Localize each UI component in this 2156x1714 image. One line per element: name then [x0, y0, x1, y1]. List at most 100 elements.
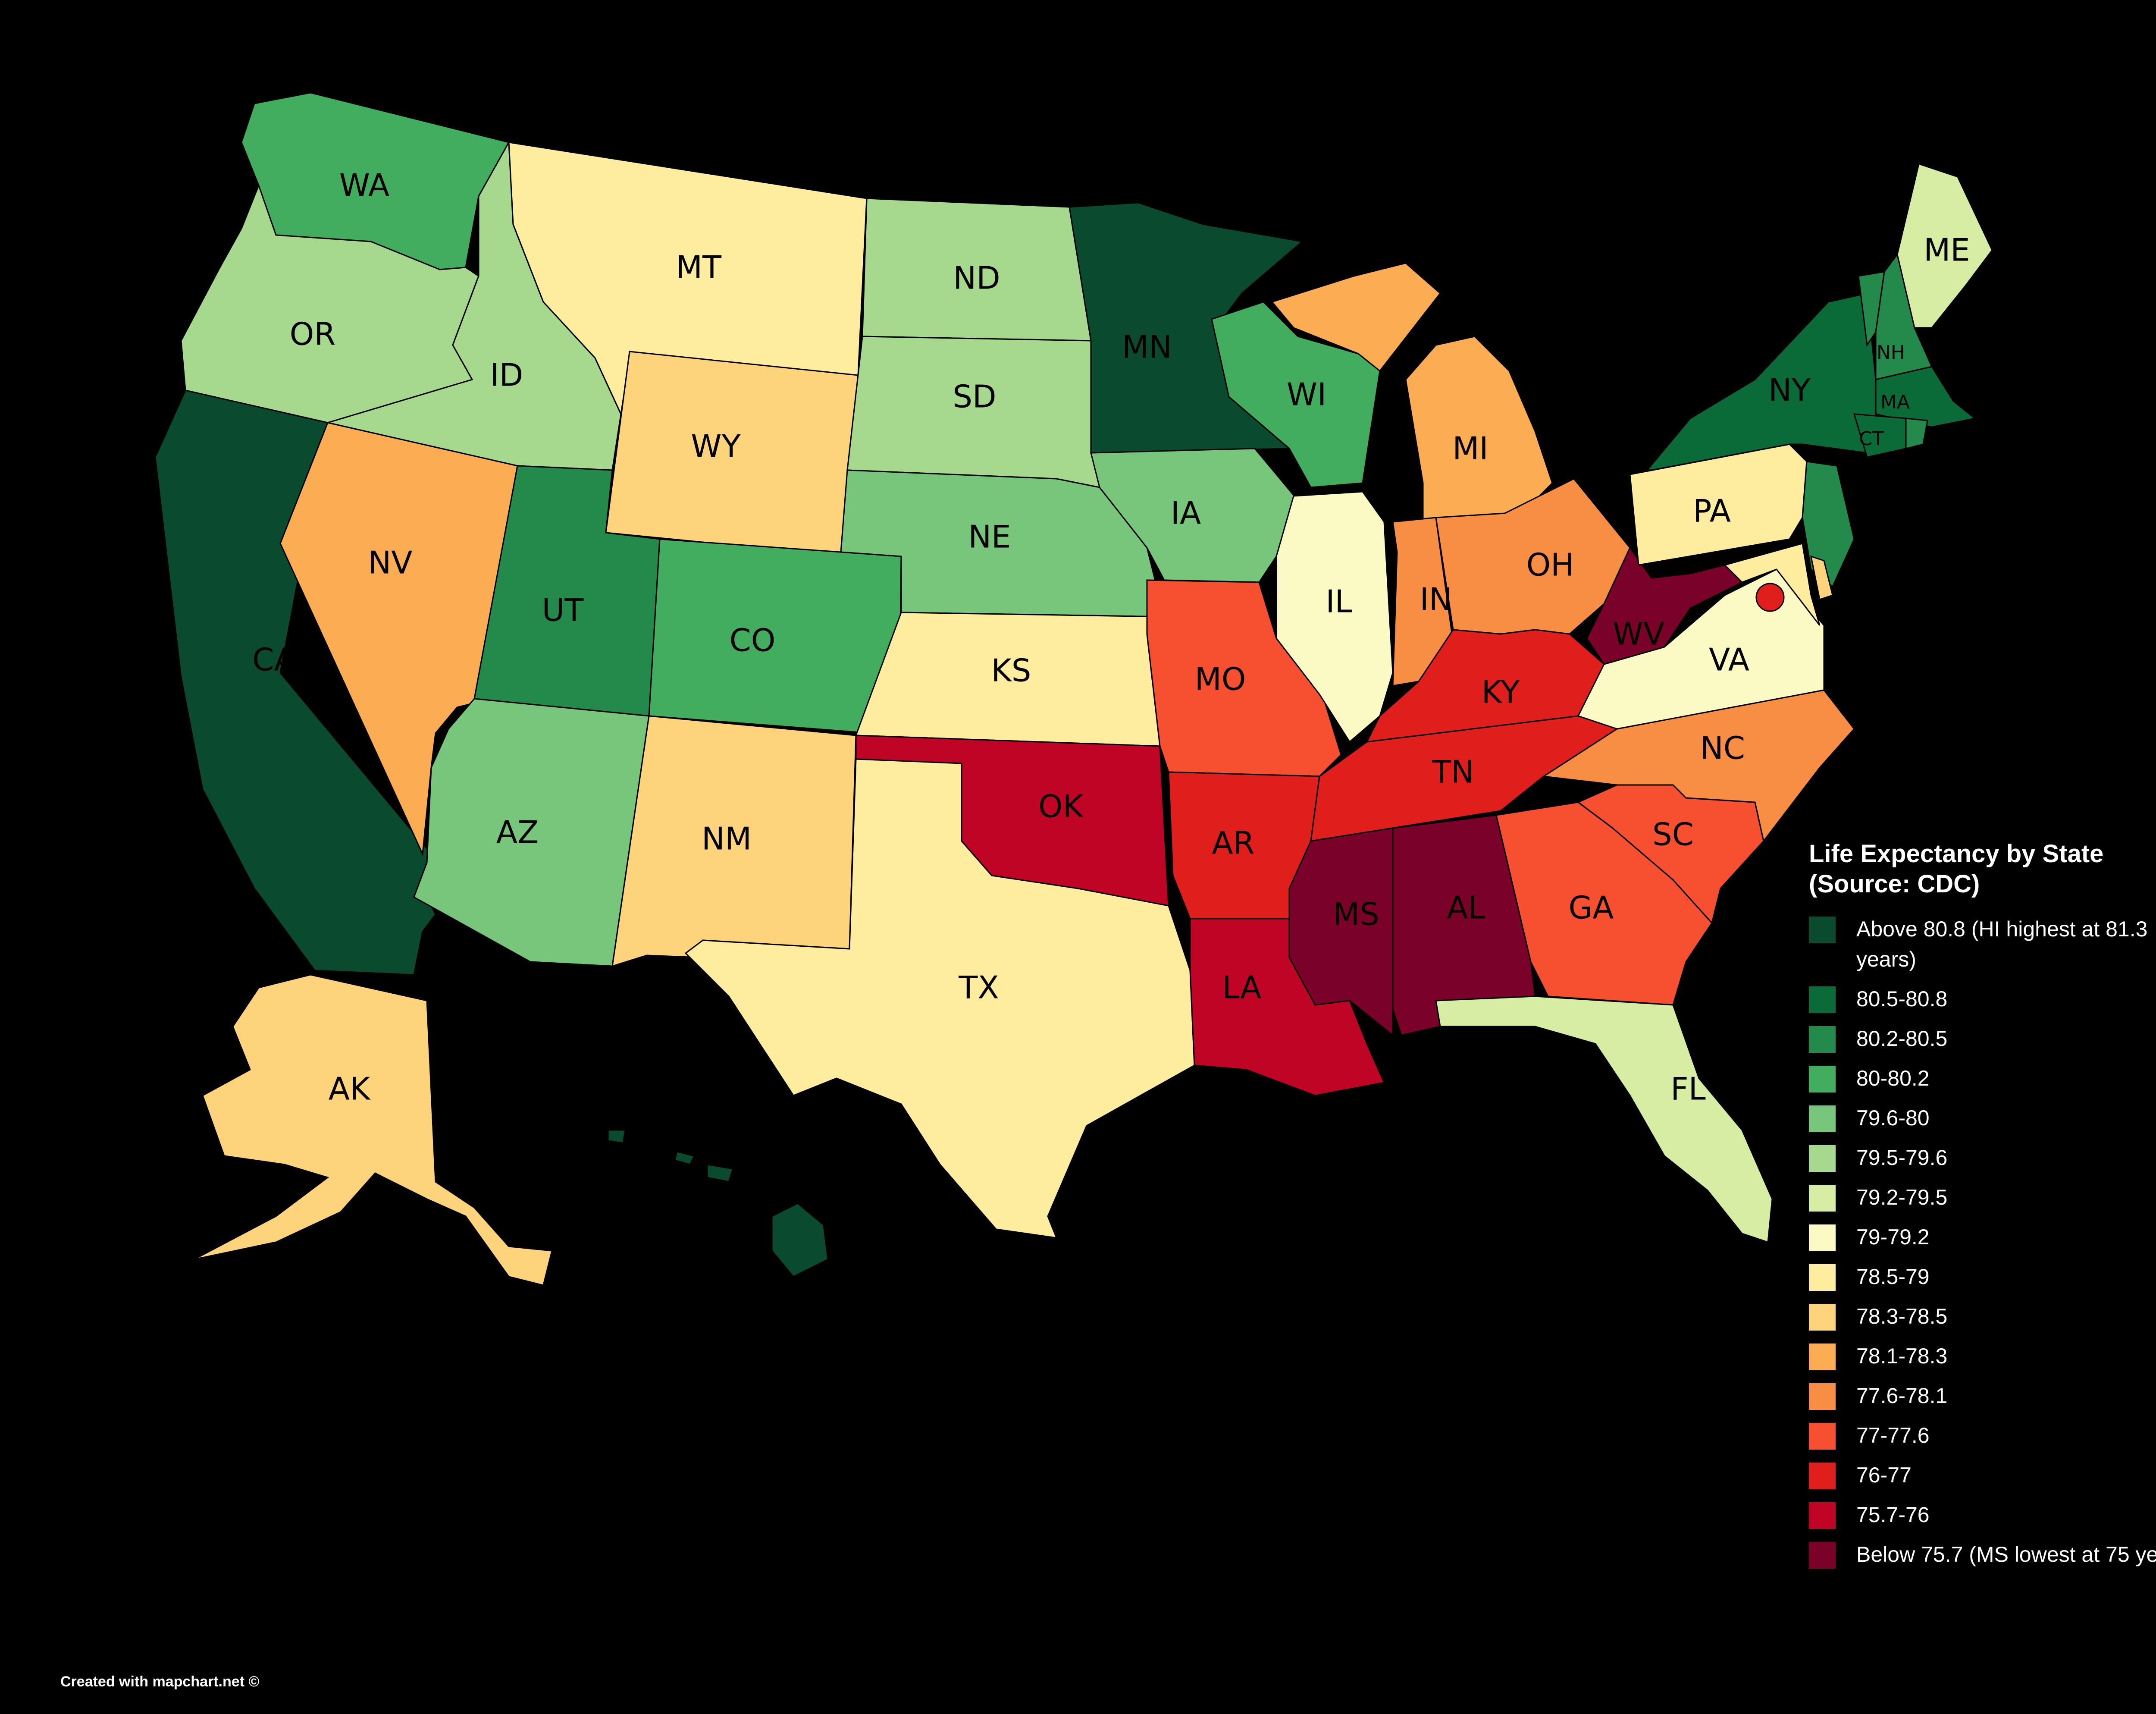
- legend-label: 77-77.6: [1856, 1423, 1930, 1447]
- legend-item: 76-77: [1809, 1460, 2156, 1490]
- legend-item: 77.6-78.1: [1809, 1381, 2156, 1411]
- state-ca[interactable]: [154, 389, 436, 976]
- state-label-ar: AR: [1212, 825, 1254, 861]
- legend-item: 79-79.2: [1809, 1222, 2156, 1252]
- legend-item: 77-77.6: [1809, 1420, 2156, 1450]
- state-label-oh: OH: [1526, 547, 1574, 583]
- state-tx[interactable]: [684, 758, 1195, 1239]
- state-label-tn: TN: [1432, 754, 1474, 790]
- state-label-az: AZ: [496, 814, 539, 851]
- legend-title: Life Expectancy by State (Source: CDC): [1809, 840, 2104, 898]
- state-il[interactable]: [1275, 491, 1394, 743]
- state-label-ky: KY: [1482, 674, 1520, 710]
- state-label-or: OR: [290, 316, 336, 352]
- legend-label: 79.2-79.5: [1856, 1185, 1948, 1209]
- legend-swatch: [1809, 1423, 1836, 1450]
- legend-item: 79.6-80: [1809, 1103, 2156, 1133]
- state-label-ok: OK: [1038, 788, 1084, 825]
- state-label-me: ME: [1924, 232, 1970, 268]
- state-label-nh: NH: [1877, 342, 1905, 364]
- state-hi[interactable]: [607, 1129, 829, 1278]
- legend-swatch: [1809, 1264, 1836, 1291]
- legend-label: 76-77: [1856, 1463, 1912, 1487]
- state-mi[interactable]: [1271, 262, 1553, 523]
- state-label-nc: NC: [1700, 730, 1745, 766]
- legend-swatch: [1809, 1185, 1836, 1212]
- state-label-ne: NE: [968, 519, 1011, 555]
- state-label-pa: PA: [1693, 493, 1731, 529]
- legend-item: 78.1-78.3: [1809, 1341, 2156, 1371]
- state-label-ma: MA: [1880, 391, 1910, 413]
- legend-swatch: [1809, 1145, 1836, 1172]
- state-fl[interactable]: [1435, 995, 1773, 1243]
- state-label-ny: NY: [1768, 372, 1811, 408]
- legend-label: Above 80.8 (HI highest at 81.3 years): [1856, 917, 2148, 971]
- legend-label: 79-79.2: [1856, 1225, 1930, 1249]
- state-mo[interactable]: [1146, 579, 1342, 777]
- state-label-tx: TX: [958, 970, 999, 1006]
- state-label-nv: NV: [368, 545, 412, 581]
- state-label-wy: WY: [691, 428, 741, 465]
- state-label-ca: CA: [252, 642, 295, 678]
- legend-item: 75.7-76: [1809, 1500, 2156, 1530]
- state-label-sd: SD: [953, 379, 996, 415]
- state-ny[interactable]: [1645, 292, 1881, 471]
- state-dc[interactable]: [1755, 583, 1785, 612]
- legend-label: 80.5-80.8: [1856, 987, 1948, 1011]
- legend-swatch: [1809, 1026, 1836, 1053]
- state-ak[interactable]: [194, 974, 553, 1286]
- state-label-ia: IA: [1171, 495, 1201, 531]
- legend-label: 79.5-79.6: [1856, 1146, 1948, 1170]
- legend-label: 75.7-76: [1856, 1503, 1930, 1527]
- legend-swatch: [1809, 1304, 1836, 1331]
- legend-swatch: [1809, 986, 1836, 1013]
- state-label-mo: MO: [1195, 661, 1246, 697]
- state-ri[interactable]: [1905, 418, 1928, 449]
- legend-label: 80.2-80.5: [1856, 1027, 1948, 1051]
- legend-items: Above 80.8 (HI highest at 81.3 years) 80…: [1809, 914, 2156, 1570]
- state-label-la: LA: [1222, 970, 1261, 1006]
- legend: Life Expectancy by State (Source: CDC) A…: [1809, 839, 2156, 1579]
- legend-label: 80-80.2: [1856, 1066, 1930, 1090]
- state-me[interactable]: [1896, 163, 1993, 329]
- state-label-id: ID: [490, 357, 523, 393]
- legend-swatch: [1809, 1105, 1836, 1132]
- legend-swatch: [1809, 1383, 1836, 1410]
- state-label-nm: NM: [702, 821, 752, 857]
- state-md[interactable]: [1724, 543, 1821, 626]
- state-label-ga: GA: [1568, 890, 1614, 926]
- legend-item: 79.2-79.5: [1809, 1182, 2156, 1212]
- legend-item: 80.2-80.5: [1809, 1023, 2156, 1054]
- legend-item: Above 80.8 (HI highest at 81.3 years): [1809, 914, 2156, 974]
- legend-item: 78.5-79: [1809, 1262, 2156, 1292]
- state-shapes: [154, 92, 1993, 1286]
- state-label-nd: ND: [953, 260, 1000, 296]
- legend-label: 79.6-80: [1856, 1106, 1930, 1130]
- legend-label: Below 75.7 (MS lowest at 75 years): [1856, 1542, 2156, 1566]
- state-label-mi: MI: [1452, 430, 1488, 467]
- state-label-ct: CT: [1859, 428, 1884, 450]
- state-label-il: IL: [1326, 584, 1352, 620]
- legend-item: 78.3-78.5: [1809, 1301, 2156, 1331]
- legend-item: 80.5-80.8: [1809, 984, 2156, 1014]
- state-label-ms: MS: [1333, 896, 1379, 932]
- state-label-wi: WI: [1287, 377, 1326, 413]
- state-label-co: CO: [730, 622, 776, 659]
- state-label-ut: UT: [542, 592, 584, 628]
- state-label-ak: AK: [329, 1071, 371, 1107]
- state-label-wa: WA: [339, 167, 390, 204]
- state-label-sc: SC: [1652, 816, 1694, 853]
- state-label-al: AL: [1447, 890, 1485, 926]
- legend-swatch: [1809, 1542, 1836, 1569]
- state-de[interactable]: [1810, 555, 1833, 600]
- legend-swatch: [1809, 917, 1836, 943]
- state-wi[interactable]: [1211, 301, 1381, 488]
- legend-swatch: [1809, 1344, 1836, 1370]
- legend-swatch: [1809, 1224, 1836, 1251]
- state-label-in: IN: [1420, 581, 1452, 618]
- state-ma[interactable]: [1875, 366, 1977, 428]
- state-nj[interactable]: [1802, 461, 1855, 588]
- state-label-wv: WV: [1613, 616, 1664, 652]
- state-labels: WA OR CA ID NV MT WY UT AZ CO NM ND SD N…: [252, 167, 1970, 1107]
